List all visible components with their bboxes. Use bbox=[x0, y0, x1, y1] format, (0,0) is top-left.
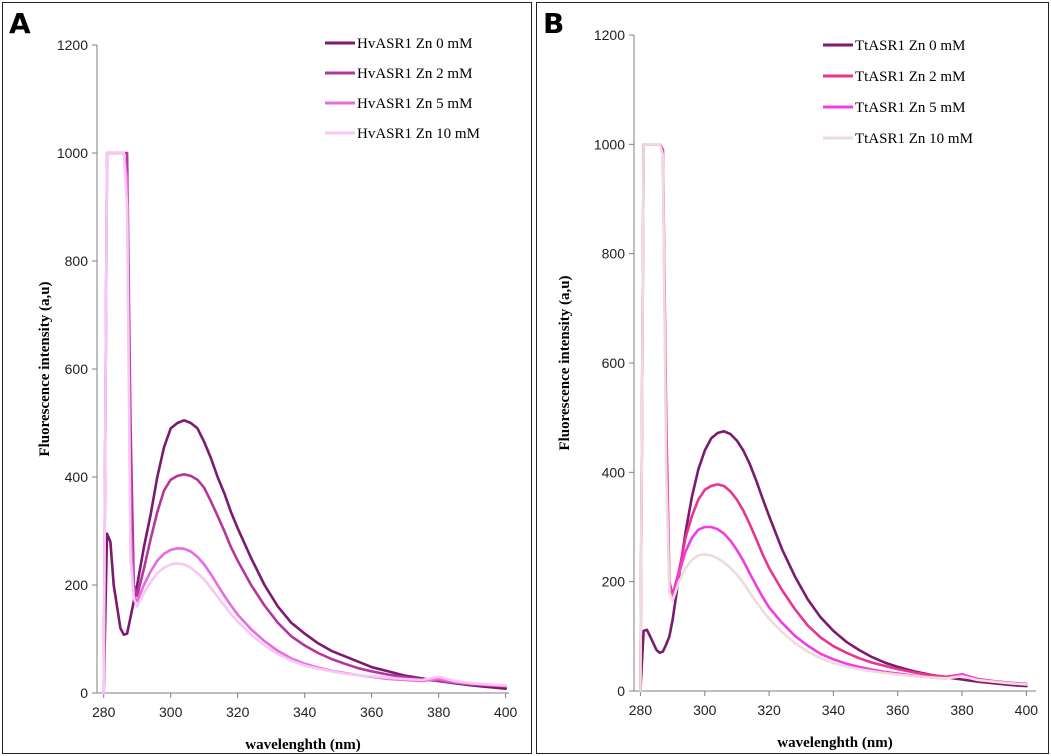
y-tick-label: 800 bbox=[602, 246, 626, 262]
x-tick-label: 340 bbox=[822, 702, 846, 718]
series-line-2 bbox=[639, 143, 1028, 693]
x-tick-label: 340 bbox=[293, 704, 317, 720]
y-tick-label: 200 bbox=[65, 577, 89, 593]
x-tick-label: 280 bbox=[92, 704, 116, 720]
y-tick-label: 1200 bbox=[57, 37, 88, 53]
panel-label: B bbox=[543, 7, 565, 40]
x-tick-label: 380 bbox=[427, 704, 451, 720]
legend-label: HvASR1 Zn 2 mM bbox=[357, 66, 472, 82]
y-tick-label: 600 bbox=[65, 361, 89, 377]
x-tick-label: 360 bbox=[886, 702, 910, 718]
series-line-4 bbox=[102, 151, 508, 695]
x-tick-label: 280 bbox=[629, 702, 653, 718]
x-axis-title: wavelenghth (nm) bbox=[245, 737, 360, 753]
series-line-3 bbox=[639, 143, 1028, 693]
legend-label: HvASR1 Zn 5 mM bbox=[357, 96, 472, 112]
y-tick-label: 1000 bbox=[594, 136, 625, 152]
x-tick-label: 320 bbox=[757, 702, 781, 718]
y-tick-label: 600 bbox=[602, 355, 626, 371]
chart-panel-a: A 0 200 400 600 800 1000 1200 280 300 320 340 360 38… bbox=[2, 2, 532, 754]
legend-label: HvASR1 Zn 10 mM bbox=[357, 126, 480, 142]
y-tick-label: 800 bbox=[65, 253, 89, 269]
y-tick-label: 1200 bbox=[594, 27, 625, 43]
x-axis-title: wavelenghth (nm) bbox=[777, 735, 892, 751]
legend-label: TtASR1 Zn 10 mM bbox=[855, 131, 973, 147]
y-tick-label: 400 bbox=[65, 469, 89, 485]
legend-label: TtASR1 Zn 2 mM bbox=[855, 69, 965, 85]
x-tick-label: 300 bbox=[159, 704, 183, 720]
series-line-1 bbox=[639, 429, 1028, 693]
series-line-2 bbox=[102, 151, 508, 695]
x-tick-label: 400 bbox=[494, 704, 518, 720]
x-tick-label: 400 bbox=[1015, 702, 1039, 718]
legend-label: TtASR1 Zn 5 mM bbox=[855, 100, 965, 116]
y-tick-label: 200 bbox=[602, 574, 626, 590]
x-tick-label: 300 bbox=[693, 702, 717, 718]
chart-a: 0 200 400 600 800 1000 1200 280 300 320 340 360 380 4… bbox=[37, 36, 518, 753]
y-tick-label: 400 bbox=[602, 464, 626, 480]
y-tick-label: 0 bbox=[617, 683, 625, 699]
panel-label: A bbox=[9, 7, 31, 40]
series-line-1 bbox=[102, 418, 508, 695]
series-line-3 bbox=[102, 151, 508, 695]
chart-panel-b: B 0 200 400 600 800 1000 1200 280 300 320 340 360 38… bbox=[536, 2, 1049, 754]
y-tick-label: 1000 bbox=[57, 145, 88, 161]
y-axis-title: Fluorescence intensity (a,u) bbox=[37, 281, 53, 456]
chart-b: 0 200 400 600 800 1000 1200 280 300 320 340 360 380 4… bbox=[557, 27, 1039, 751]
legend-label: TtASR1 Zn 0 mM bbox=[855, 38, 965, 54]
series-line-4 bbox=[639, 143, 1028, 693]
legend-label: HvASR1 Zn 0 mM bbox=[357, 36, 472, 52]
x-tick-label: 380 bbox=[950, 702, 974, 718]
y-axis-title: Fluorescence intensity (a,u) bbox=[557, 275, 573, 450]
x-tick-label: 320 bbox=[226, 704, 250, 720]
y-tick-label: 0 bbox=[80, 685, 88, 701]
x-tick-label: 360 bbox=[360, 704, 384, 720]
